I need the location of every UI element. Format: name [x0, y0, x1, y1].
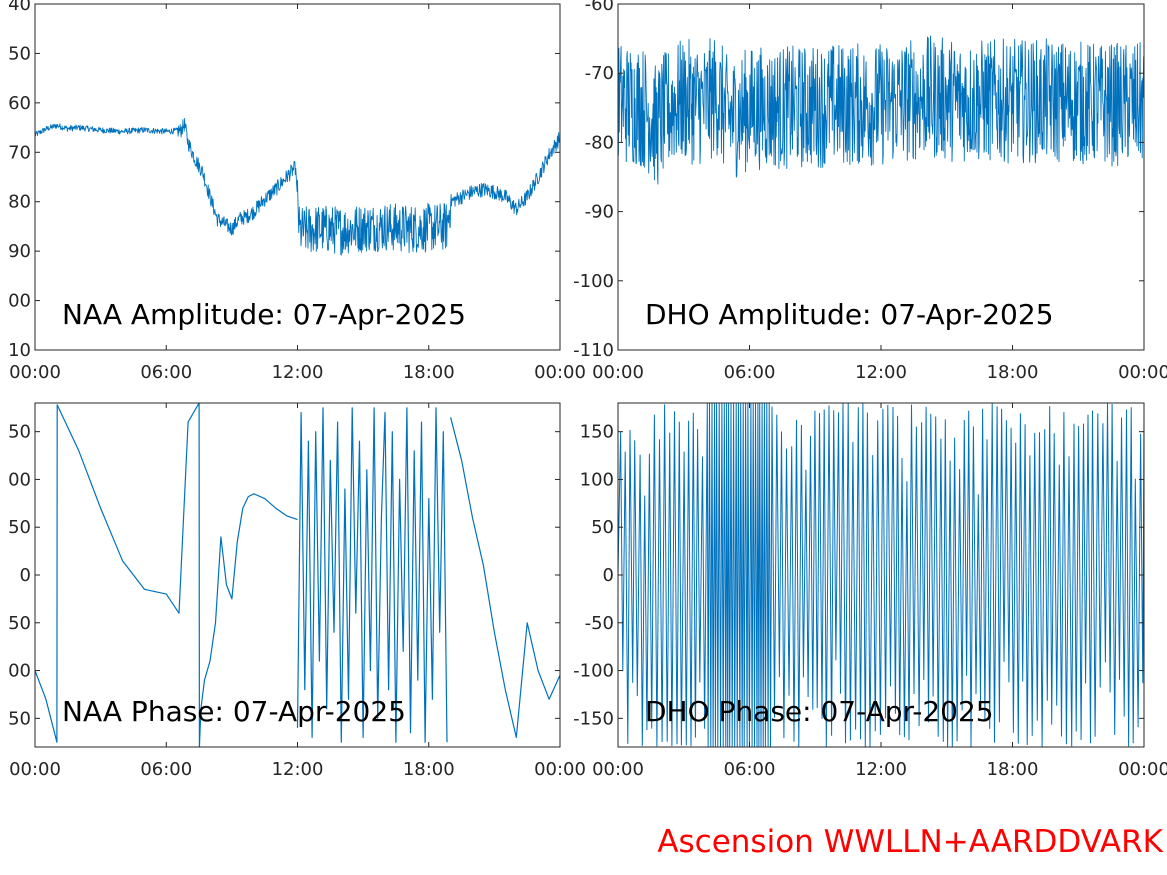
dho-amplitude-title: DHO Amplitude: 07-Apr-2025 — [645, 298, 1054, 331]
y-tick-label: -60 — [585, 0, 614, 15]
y-tick-label: -110 — [573, 340, 614, 361]
x-tick-label: 00:00 — [534, 362, 586, 383]
x-tick-label: 00:00 — [9, 362, 61, 383]
x-tick-label: 00:00 — [1118, 362, 1167, 383]
series-line — [35, 403, 298, 747]
series-line — [35, 118, 560, 256]
x-tick-label: 12:00 — [272, 362, 324, 383]
naa-amplitude-data — [35, 118, 560, 256]
y-tick-label: 0 — [20, 565, 31, 586]
dho-phase-panel: 150 100 50 0 -50 -100 -150 00:00 06:00 12:00 18:00… — [573, 402, 1167, 780]
y-tick-label: 0 — [603, 565, 614, 586]
naa-amplitude-title: NAA Amplitude: 07-Apr-2025 — [62, 298, 466, 331]
y-tick-label: 50 — [8, 517, 31, 538]
x-tick-label: 00:00 — [1118, 759, 1167, 780]
x-tick-label: 00:00 — [592, 759, 644, 780]
y-tick-label: -100 — [573, 661, 614, 682]
series-line — [450, 417, 560, 738]
y-tick-label: 00 — [8, 291, 31, 312]
x-tick-label: 06:00 — [724, 759, 776, 780]
y-tick-label: 50 — [8, 43, 31, 64]
y-tick-label: -50 — [585, 613, 614, 634]
naa-phase-data — [35, 403, 560, 747]
y-tick-label: 50 — [8, 422, 31, 443]
y-tick-label: 10 — [8, 340, 31, 361]
series-line — [618, 35, 1144, 185]
y-tick-label: -90 — [585, 202, 614, 223]
x-tick-label: 18:00 — [403, 759, 455, 780]
x-tick-label: 06:00 — [724, 362, 776, 383]
y-tick-label: -100 — [573, 271, 614, 292]
y-tick-label: 40 — [8, 0, 31, 15]
x-tick-label: 00:00 — [9, 759, 61, 780]
y-tick-label: 00 — [8, 661, 31, 682]
dho-amplitude-data — [618, 35, 1144, 185]
x-tick-label: 12:00 — [855, 362, 907, 383]
y-tick-label: 50 — [591, 517, 614, 538]
series-line — [618, 403, 1144, 747]
x-tick-label: 18:00 — [987, 759, 1039, 780]
naa-phase-panel: 50 00 50 0 50 00 50 00:00 06:00 12:00 18:00 00:00 NA… — [8, 402, 586, 780]
y-tick-label: -150 — [573, 708, 614, 729]
y-tick-label: 00 — [8, 469, 31, 490]
y-tick-label: -70 — [585, 63, 614, 84]
y-tick-label: 80 — [8, 192, 31, 213]
y-tick-label: 70 — [8, 142, 31, 163]
y-tick-label: 60 — [8, 93, 31, 114]
dho-phase-data — [618, 403, 1144, 747]
x-tick-label: 12:00 — [272, 759, 324, 780]
y-tick-label: -80 — [585, 132, 614, 153]
y-tick-label: 50 — [8, 708, 31, 729]
naa-phase-title: NAA Phase: 07-Apr-2025 — [62, 695, 406, 728]
x-tick-label: 00:00 — [534, 759, 586, 780]
y-tick-label: 50 — [8, 613, 31, 634]
x-tick-label: 06:00 — [140, 362, 192, 383]
x-tick-label: 18:00 — [403, 362, 455, 383]
dho-phase-title: DHO Phase: 07-Apr-2025 — [645, 695, 994, 728]
x-tick-label: 12:00 — [855, 759, 907, 780]
x-tick-label: 06:00 — [140, 759, 192, 780]
station-label: Ascension WWLLN+AARDDVARK — [657, 824, 1163, 860]
y-tick-label: 90 — [8, 241, 31, 262]
x-tick-label: 00:00 — [592, 362, 644, 383]
y-tick-label: 150 — [580, 422, 614, 443]
y-tick-label: 100 — [580, 469, 614, 490]
x-tick-label: 18:00 — [987, 362, 1039, 383]
series-line — [296, 407, 448, 743]
